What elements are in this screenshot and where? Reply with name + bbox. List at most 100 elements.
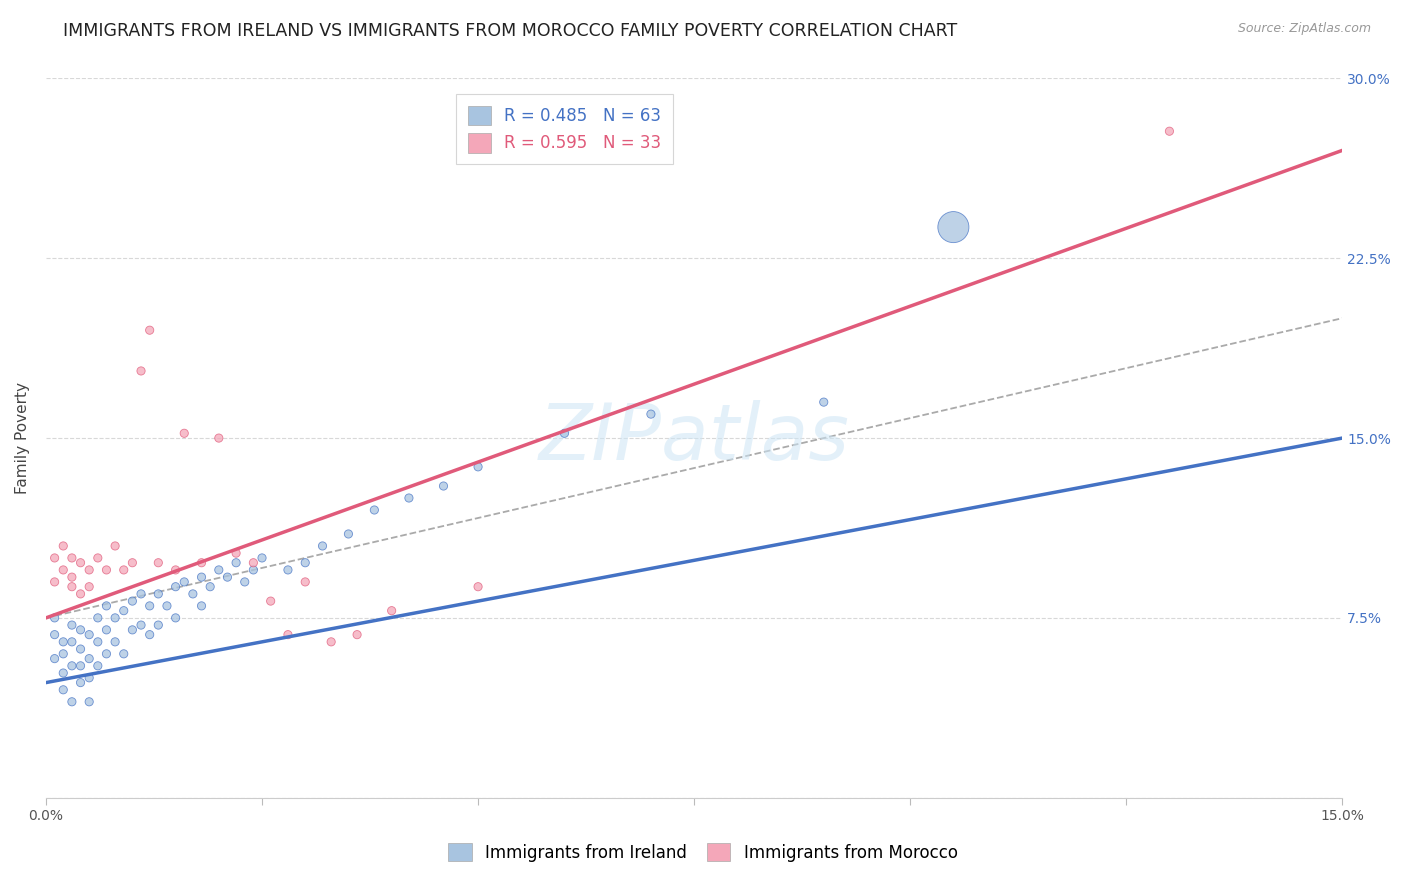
Point [69, 587, 91, 601]
Point [44, 574, 66, 589]
Point [190, 570, 212, 584]
Point [87, 635, 110, 649]
Y-axis label: Family Poverty: Family Poverty [15, 382, 30, 494]
Point [87, 658, 110, 673]
Point [121, 556, 143, 570]
Point [52, 563, 75, 577]
Point [277, 627, 299, 641]
Point [363, 503, 385, 517]
Point [52, 635, 75, 649]
Point [87, 550, 110, 565]
Point [337, 527, 360, 541]
Point [77, 671, 100, 685]
Point [60, 570, 83, 584]
Point [60, 635, 83, 649]
Point [60, 618, 83, 632]
Point [190, 556, 212, 570]
Point [165, 611, 187, 625]
Legend: R = 0.485   N = 63, R = 0.595   N = 33: R = 0.485 N = 63, R = 0.595 N = 33 [456, 94, 673, 164]
Text: ZIPatlas: ZIPatlas [538, 401, 849, 476]
Point [432, 479, 454, 493]
Point [165, 580, 187, 594]
Point [69, 675, 91, 690]
Point [77, 651, 100, 665]
Point [242, 563, 264, 577]
Point [208, 563, 231, 577]
Point [69, 642, 91, 657]
Text: Source: ZipAtlas.com: Source: ZipAtlas.com [1237, 22, 1371, 36]
Point [44, 627, 66, 641]
Point [173, 426, 195, 441]
Point [44, 550, 66, 565]
Point [321, 635, 343, 649]
Point [96, 623, 118, 637]
Point [129, 587, 152, 601]
Text: IMMIGRANTS FROM IRELAND VS IMMIGRANTS FROM MOROCCO FAMILY POVERTY CORRELATION CH: IMMIGRANTS FROM IRELAND VS IMMIGRANTS FR… [63, 22, 957, 40]
Point [121, 623, 143, 637]
Point [104, 635, 127, 649]
Point [277, 563, 299, 577]
Point [129, 364, 152, 378]
Point [129, 618, 152, 632]
Point [112, 563, 135, 577]
Point [198, 580, 221, 594]
Point [148, 618, 170, 632]
Point [69, 556, 91, 570]
Point [942, 220, 965, 235]
Point [311, 539, 333, 553]
Point [52, 666, 75, 681]
Point [346, 627, 368, 641]
Point [173, 574, 195, 589]
Point [208, 431, 231, 445]
Point [260, 594, 283, 608]
Point [148, 556, 170, 570]
Point [138, 627, 160, 641]
Point [138, 323, 160, 337]
Point [640, 407, 662, 421]
Point [77, 695, 100, 709]
Point [156, 599, 179, 613]
Point [225, 556, 247, 570]
Point [381, 604, 404, 618]
Point [87, 611, 110, 625]
Point [60, 550, 83, 565]
Point [69, 658, 91, 673]
Point [77, 580, 100, 594]
Point [242, 556, 264, 570]
Point [181, 587, 204, 601]
Point [190, 599, 212, 613]
Point [96, 599, 118, 613]
Point [77, 627, 100, 641]
Point [112, 604, 135, 618]
Point [52, 682, 75, 697]
Point [1159, 124, 1181, 138]
Point [112, 647, 135, 661]
Point [96, 647, 118, 661]
Point [250, 550, 273, 565]
Point [398, 491, 420, 505]
Point [138, 599, 160, 613]
Legend: Immigrants from Ireland, Immigrants from Morocco: Immigrants from Ireland, Immigrants from… [440, 835, 966, 871]
Point [104, 611, 127, 625]
Point [217, 570, 239, 584]
Point [104, 539, 127, 553]
Point [44, 611, 66, 625]
Point [225, 546, 247, 560]
Point [69, 623, 91, 637]
Point [52, 647, 75, 661]
Point [60, 695, 83, 709]
Point [44, 651, 66, 665]
Point [77, 563, 100, 577]
Point [60, 658, 83, 673]
Point [52, 539, 75, 553]
Point [121, 594, 143, 608]
Point [96, 563, 118, 577]
Point [553, 426, 575, 441]
Point [294, 574, 316, 589]
Point [813, 395, 835, 409]
Point [233, 574, 256, 589]
Point [60, 580, 83, 594]
Point [165, 563, 187, 577]
Point [467, 580, 489, 594]
Point [294, 556, 316, 570]
